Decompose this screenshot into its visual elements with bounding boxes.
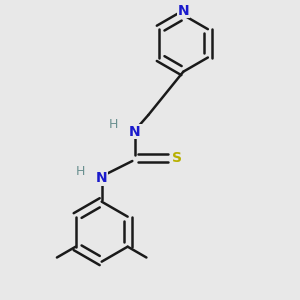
Text: H: H [75,165,85,178]
Text: H: H [109,118,118,131]
Text: N: N [96,171,107,185]
Text: N: N [178,4,189,18]
Text: N: N [129,125,141,139]
Text: S: S [172,151,182,165]
